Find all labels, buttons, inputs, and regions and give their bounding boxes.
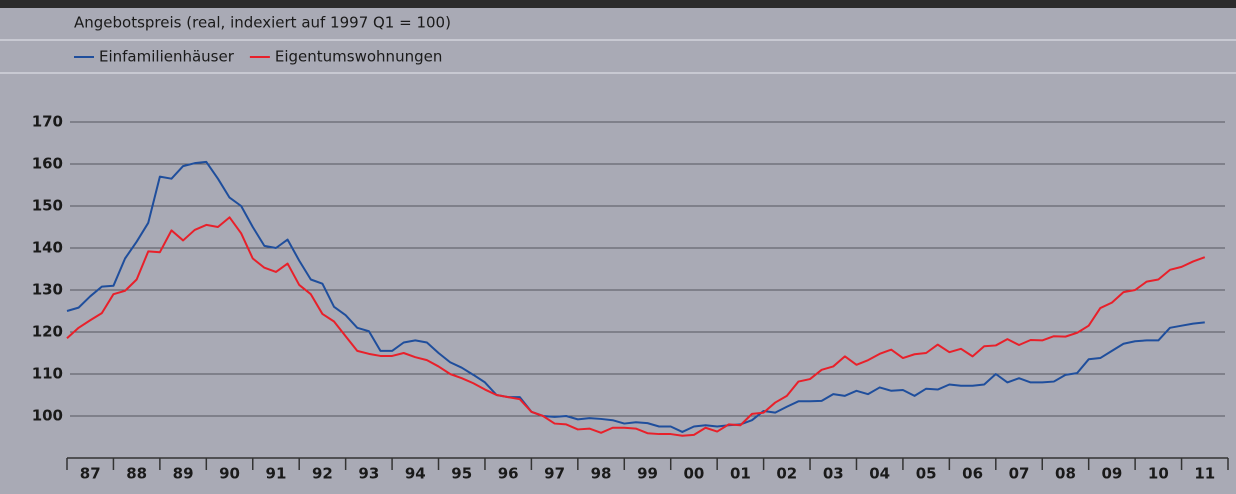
y-tick-label: 120	[32, 323, 63, 341]
series-line	[66, 216, 1206, 437]
subtitle: Angebotspreis (real, indexiert auf 1997 …	[74, 14, 451, 32]
x-tick-label: 00	[684, 465, 705, 483]
y-tick-label: 110	[32, 365, 63, 383]
x-tick-label: 06	[962, 465, 983, 483]
header-bar	[0, 0, 1236, 8]
x-tick-label: 07	[1009, 465, 1030, 483]
x-tick-label: 94	[405, 465, 426, 483]
x-tick-label: 01	[730, 465, 751, 483]
y-tick-label: 170	[32, 113, 63, 131]
x-tick-label: 92	[312, 465, 333, 483]
x-tick-label: 87	[80, 465, 101, 483]
x-tick-label: 02	[776, 465, 797, 483]
legend: Einfamilienhäuser Eigentumswohnungen	[74, 48, 442, 66]
x-tick-label: 88	[126, 465, 147, 483]
x-tick-label: 89	[173, 465, 194, 483]
x-tick-label: 11	[1194, 465, 1215, 483]
y-tick-label: 160	[32, 155, 63, 173]
x-tick-label: 98	[591, 465, 612, 483]
x-tick-label: 09	[1101, 465, 1122, 483]
y-tick-label: 100	[32, 407, 63, 425]
x-tick-label: 96	[498, 465, 519, 483]
y-tick-label: 150	[32, 197, 63, 215]
x-tick-label: 03	[823, 465, 844, 483]
x-tick-label: 93	[358, 465, 379, 483]
y-tick-label: 130	[32, 281, 63, 299]
x-tick-label: 90	[219, 465, 240, 483]
series-line	[66, 160, 1205, 433]
x-tick-label: 10	[1148, 465, 1169, 483]
x-tick-label: 99	[637, 465, 658, 483]
x-tick-label: 05	[916, 465, 937, 483]
legend-label: Eigentumswohnungen	[275, 48, 442, 66]
x-tick-label: 08	[1055, 465, 1076, 483]
legend-label: Einfamilienhäuser	[99, 48, 235, 66]
x-tick-label: 91	[266, 465, 287, 483]
x-tick-label: 04	[869, 465, 890, 483]
x-tick-label: 97	[544, 465, 565, 483]
x-tick-label: 95	[451, 465, 472, 483]
y-tick-label: 140	[32, 239, 63, 257]
